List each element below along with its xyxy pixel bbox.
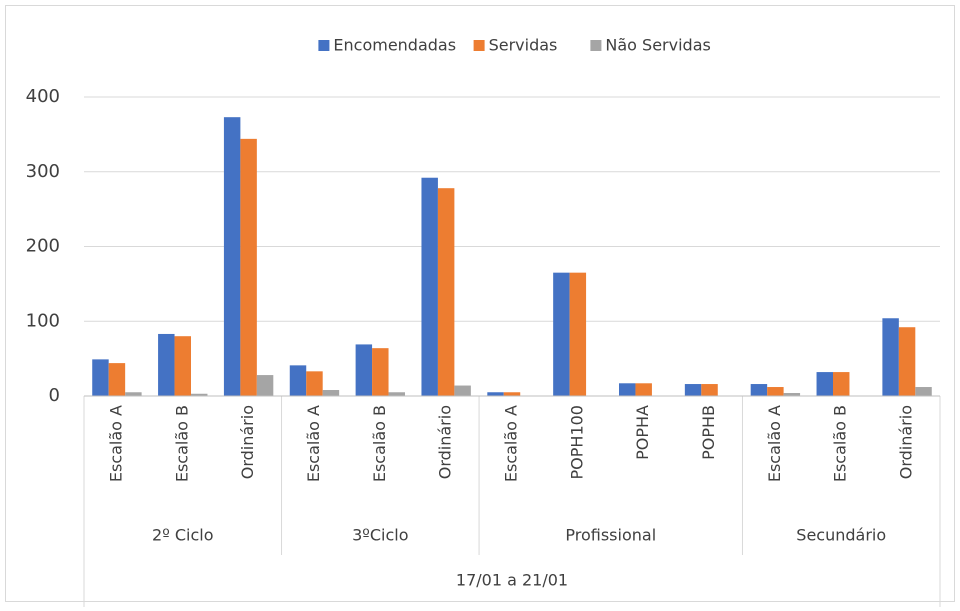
bar (454, 385, 471, 396)
x-tick-label: Escalão B (831, 405, 850, 482)
legend-swatch (473, 40, 485, 51)
bar (191, 393, 208, 396)
group-label: Profissional (565, 526, 656, 545)
bar (108, 363, 126, 396)
bar (421, 177, 438, 396)
x-tick-label: Ordinário (436, 405, 455, 479)
legend-swatch (590, 40, 602, 51)
bar (240, 138, 257, 397)
bar (256, 375, 274, 396)
x-tick-label: Ordinário (238, 405, 257, 479)
bar (306, 371, 323, 396)
y-tick-label: 100 (26, 310, 60, 331)
bar (882, 318, 899, 396)
legend-label: Encomendadas (333, 36, 456, 55)
x-tick-label: Escalão A (765, 405, 784, 482)
group-label: Secundário (796, 526, 886, 545)
y-tick-label: 0 (49, 385, 60, 406)
bar (158, 333, 175, 396)
bar (355, 344, 373, 396)
bar (569, 272, 587, 396)
group-label: 3ºCiclo (352, 526, 408, 545)
x-tick-label: Escalão A (304, 405, 323, 482)
bar (833, 372, 850, 396)
bar (503, 392, 521, 396)
x-tick-label: Ordinário (897, 405, 916, 479)
x-tick-label: POPHA (633, 405, 652, 460)
bar (553, 272, 570, 396)
bar (767, 387, 784, 396)
legend-label: Não Servidas (605, 36, 710, 55)
legend-label: Servidas (489, 36, 558, 55)
period-label: 17/01 a 21/01 (456, 571, 568, 590)
y-tick-label: 300 (26, 161, 60, 182)
bar (701, 384, 718, 396)
bar (783, 393, 801, 396)
x-tick-label: POPHB (699, 405, 718, 460)
bar (487, 392, 504, 396)
bar (289, 365, 307, 396)
bar (92, 359, 109, 396)
bar (125, 392, 142, 396)
group-label: 2º Ciclo (152, 526, 213, 545)
x-tick-label: Escalão B (370, 405, 389, 482)
x-tick-label: Escalão B (172, 405, 191, 482)
bar (635, 383, 652, 396)
x-tick-label: POPH100 (567, 405, 586, 479)
legend-swatch (318, 40, 330, 51)
bar (619, 383, 636, 396)
bar (388, 392, 405, 396)
bar (372, 348, 389, 396)
bar (322, 390, 340, 396)
y-tick-label: 200 (26, 236, 60, 257)
bar (223, 117, 241, 397)
y-tick-label: 400 (26, 86, 60, 107)
bar (174, 336, 191, 396)
bar (816, 372, 833, 396)
chart-border (5, 5, 955, 602)
bar (898, 327, 916, 396)
x-tick-label: Escalão A (502, 405, 521, 482)
x-tick-label: Escalão A (106, 405, 125, 482)
bar (750, 384, 768, 396)
bar (915, 387, 932, 396)
bar (437, 188, 455, 396)
bar (684, 384, 702, 396)
